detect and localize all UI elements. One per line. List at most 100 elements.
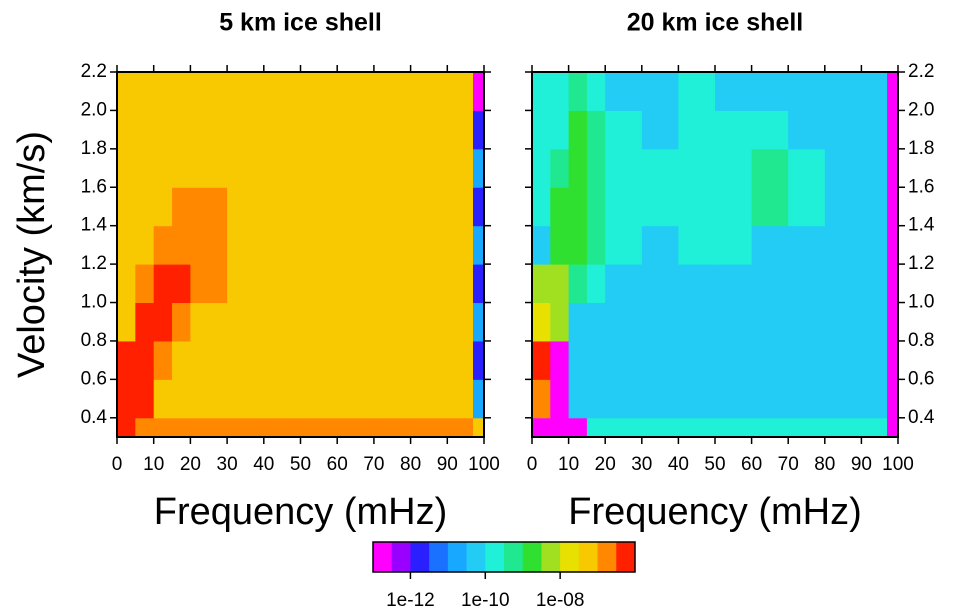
heatmap-cell xyxy=(641,187,679,227)
x-tick-label: 10 xyxy=(558,454,579,475)
heatmap-cell xyxy=(824,340,862,380)
heatmap-cell xyxy=(641,264,679,304)
heatmap-cell xyxy=(550,72,570,111)
y-tick-label: 1.4 xyxy=(908,215,935,236)
heatmap-cell xyxy=(586,264,606,304)
heatmap-cell xyxy=(532,110,551,150)
heatmap-cell xyxy=(641,340,679,380)
heatmap-cell xyxy=(887,110,899,150)
colorbar-tick-label: 1e-10 xyxy=(461,590,510,611)
heatmap-cell xyxy=(172,379,191,419)
heatmap-cell xyxy=(373,148,412,188)
heatmap-cell xyxy=(586,72,606,111)
heatmap-cell xyxy=(373,302,412,342)
heatmap-cell xyxy=(605,72,643,111)
x-axis-label: Frequency (mHz) xyxy=(568,491,862,533)
heatmap-cell xyxy=(337,264,375,304)
heatmap-cell xyxy=(678,264,716,304)
heatmap-cell xyxy=(641,110,679,150)
heatmap-cell xyxy=(447,264,474,304)
heatmap-cell xyxy=(227,72,265,111)
y-tick-label: 1.0 xyxy=(908,292,934,313)
heatmap-cell xyxy=(678,72,716,111)
heatmap-cell xyxy=(586,148,606,188)
heatmap-cell xyxy=(227,148,265,188)
heatmap-cell xyxy=(472,72,485,111)
heatmap-cell xyxy=(263,340,301,380)
x-tick-label: 100 xyxy=(882,454,914,475)
heatmap-cell xyxy=(788,225,826,265)
y-axis-label: Velocity (km/s) xyxy=(11,131,53,378)
heatmap-cell xyxy=(190,72,228,111)
heatmap-cell xyxy=(586,340,606,380)
colorbar-swatch xyxy=(373,542,393,572)
heatmap-cell xyxy=(641,302,679,342)
heatmap-cell xyxy=(824,72,862,111)
heatmap-cell xyxy=(447,225,474,265)
heatmap-cell xyxy=(410,148,448,188)
heatmap-cell xyxy=(568,264,588,304)
heatmap-cell xyxy=(153,110,173,150)
heatmap-cell xyxy=(172,264,191,304)
heatmap-cell xyxy=(263,148,301,188)
heatmap-cell xyxy=(117,110,136,150)
heatmap-cell xyxy=(263,110,301,150)
heatmap-cell xyxy=(824,264,862,304)
x-tick-label: 80 xyxy=(814,454,835,475)
heatmap-cell xyxy=(678,302,716,342)
heatmap-cell xyxy=(887,340,899,380)
colorbar-swatch xyxy=(485,542,505,572)
heatmap-cell xyxy=(586,187,606,227)
heatmap-cell xyxy=(300,148,338,188)
heatmap-cell xyxy=(788,379,826,419)
heatmap-cell xyxy=(410,264,448,304)
heatmap-cell xyxy=(135,187,155,227)
heatmap-cell xyxy=(532,264,551,304)
heatmap-cell xyxy=(263,225,301,265)
heatmap-cell xyxy=(172,417,191,438)
heatmap-cell xyxy=(641,417,679,438)
heatmap-cell xyxy=(550,340,570,380)
x-tick-label: 70 xyxy=(778,454,799,475)
colorbar-swatch xyxy=(466,542,486,572)
heatmap-cell xyxy=(472,417,485,438)
x-tick-label: 30 xyxy=(631,454,652,475)
heatmap-cell xyxy=(715,148,753,188)
heatmap-cell xyxy=(861,148,888,188)
colorbar-swatch xyxy=(410,542,430,572)
heatmap-cell xyxy=(788,110,826,150)
heatmap-cell xyxy=(715,72,753,111)
heatmap-cell xyxy=(190,264,228,304)
heatmap-cell xyxy=(751,302,789,342)
heatmap-cell xyxy=(337,72,375,111)
heatmap-cell xyxy=(410,417,448,438)
heatmap-cell xyxy=(472,187,485,227)
heatmap-cell xyxy=(788,417,826,438)
heatmap-cell xyxy=(410,110,448,150)
heatmap-cell xyxy=(190,302,228,342)
x-tick-label: 0 xyxy=(112,454,123,475)
heatmap-cell xyxy=(135,72,155,111)
heatmap-cell xyxy=(117,225,136,265)
heatmap-cell xyxy=(410,187,448,227)
heatmap-cell xyxy=(788,264,826,304)
x-tick-label: 20 xyxy=(180,454,201,475)
heatmap-cell xyxy=(824,110,862,150)
heatmap-cell xyxy=(172,302,191,342)
heatmap-cell xyxy=(447,187,474,227)
heatmap-cell xyxy=(300,417,338,438)
heatmap-cell xyxy=(227,379,265,419)
heatmap-cell xyxy=(641,72,679,111)
heatmap-cell xyxy=(605,264,643,304)
chart-title: 5 km ice shell xyxy=(219,9,382,37)
heatmap-cell xyxy=(586,417,606,438)
heatmap-cell xyxy=(824,225,862,265)
y-tick-label: 0.4 xyxy=(908,407,935,428)
heatmap-cell xyxy=(715,417,753,438)
heatmap-cell xyxy=(532,148,551,188)
y-tick-label: 0.8 xyxy=(81,330,107,351)
x-tick-label: 40 xyxy=(253,454,274,475)
heatmap-cell xyxy=(788,302,826,342)
heatmap-cell xyxy=(190,379,228,419)
